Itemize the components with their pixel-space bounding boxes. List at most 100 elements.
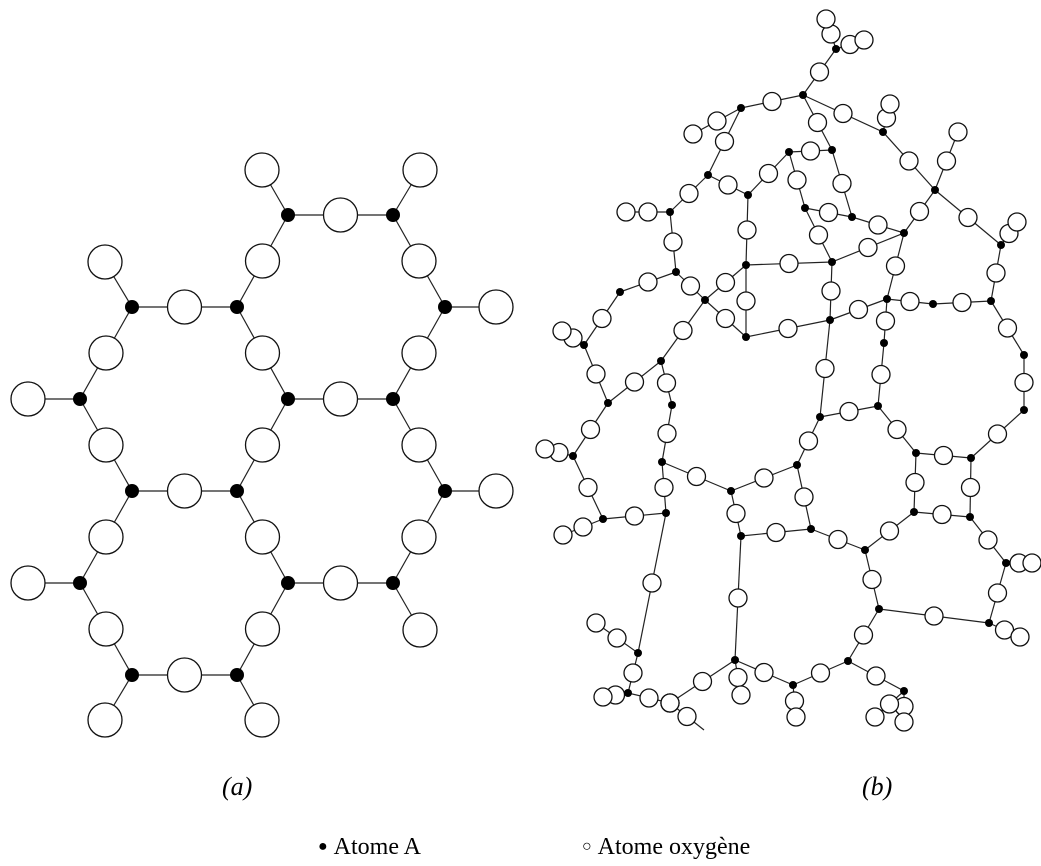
oxygen-atom: [858, 237, 878, 258]
oxygen-atom: [322, 381, 359, 417]
oxygen-atom: [552, 321, 572, 341]
atom-a: [386, 208, 400, 222]
atom-a: [125, 668, 139, 682]
oxygen-atom: [952, 292, 972, 313]
oxygen-atom: [978, 530, 998, 550]
oxygen-atom: [736, 291, 756, 311]
atom-a: [966, 513, 974, 521]
oxygen-atom: [900, 291, 920, 312]
oxygen-atom: [818, 202, 839, 223]
oxygen-atom: [87, 702, 123, 738]
oxygen-atom: [899, 151, 919, 171]
oxygen-atom: [402, 612, 438, 648]
oxygen-atom: [624, 506, 645, 526]
oxygen-atom: [88, 427, 124, 463]
atom-a: [880, 339, 888, 347]
oxygen-atom: [894, 712, 914, 732]
oxygen-atom: [244, 519, 281, 555]
oxygen-atom: [848, 299, 869, 320]
oxygen-atom: [731, 685, 751, 705]
oxygen-atom: [800, 141, 821, 161]
oxygen-atom: [244, 243, 281, 279]
atom-a: [801, 204, 809, 212]
oxygen-atom: [656, 373, 677, 393]
oxygen-atom: [88, 335, 124, 371]
oxygen-atom: [663, 232, 683, 252]
atom-a: [879, 128, 887, 136]
oxygen-atom: [786, 707, 806, 727]
atom-a: [658, 458, 666, 466]
atom-a: [727, 487, 735, 495]
oxygen-atom: [478, 289, 514, 325]
atom-a: [624, 689, 632, 697]
atom-a: [701, 296, 709, 304]
atom-a: [125, 300, 139, 314]
atom-a: [987, 297, 995, 305]
oxygen-atom: [758, 163, 779, 184]
oxygen-atom: [244, 611, 281, 647]
atom-a: [230, 300, 244, 314]
oxygen-atom: [677, 706, 697, 727]
oxygen-atom: [586, 613, 606, 633]
atom-a: [785, 148, 793, 156]
oxygen-atom: [715, 308, 736, 329]
atom-a: [816, 413, 824, 421]
atom-a: [125, 484, 139, 498]
oxygen-atom: [679, 183, 699, 204]
oxygen-atom: [865, 707, 885, 727]
oxygen-atom: [794, 487, 814, 507]
atom-a: [1020, 406, 1028, 414]
oxygen-atom: [680, 276, 701, 296]
oxygen-atom: [657, 423, 677, 444]
oxygen-atom: [905, 472, 925, 493]
filled-circle-icon: ●: [318, 838, 328, 855]
atom-a: [438, 300, 452, 314]
oxygen-atom: [88, 611, 124, 647]
oxygen-atom: [623, 663, 643, 683]
atom-a: [737, 104, 745, 112]
atom-a: [931, 186, 939, 194]
atom-a: [386, 576, 400, 590]
oxygen-atom: [401, 427, 437, 463]
atom-a: [666, 208, 674, 216]
oxygen-atom: [787, 170, 807, 190]
oxygen-atom: [997, 318, 1018, 338]
oxygen-atom: [166, 657, 203, 693]
oxygen-atom: [784, 691, 805, 711]
amorphous-network-panel: [535, 9, 1041, 732]
atom-a: [1020, 351, 1028, 359]
atom-a: [793, 461, 801, 469]
oxygen-atom: [933, 445, 954, 466]
atom-a: [828, 258, 836, 266]
oxygen-atom: [401, 519, 437, 555]
oxygen-atom: [573, 517, 593, 537]
oxygen-atom: [987, 583, 1008, 603]
oxygen-atom: [616, 202, 636, 222]
oxygen-atom: [87, 244, 123, 280]
atom-a: [230, 484, 244, 498]
oxygen-atom: [478, 473, 514, 509]
oxygen-atom: [642, 573, 662, 593]
atom-a: [616, 288, 624, 296]
atom-a: [599, 515, 607, 523]
oxygen-atom: [809, 62, 830, 82]
oxygen-atom: [766, 522, 786, 543]
oxygen-atom: [737, 220, 757, 240]
atom-a: [731, 656, 739, 664]
atom-a: [883, 295, 891, 303]
oxygen-atom: [728, 667, 748, 688]
oxygen-atom: [580, 419, 601, 440]
oxygen-atom: [673, 320, 693, 341]
oxygen-atom: [1022, 553, 1041, 573]
oxygen-atom: [862, 569, 882, 590]
atom-a: [281, 392, 295, 406]
atom-a: [386, 392, 400, 406]
oxygen-atom: [692, 671, 713, 692]
legend-atom-a: ● Atome A: [318, 834, 421, 861]
oxygen-atom: [807, 112, 828, 133]
oxygen-atom: [535, 439, 555, 459]
oxygen-atom: [958, 207, 978, 228]
oxygen-atom: [244, 702, 280, 738]
legend-oxygen-label: Atome oxygène: [597, 834, 751, 860]
